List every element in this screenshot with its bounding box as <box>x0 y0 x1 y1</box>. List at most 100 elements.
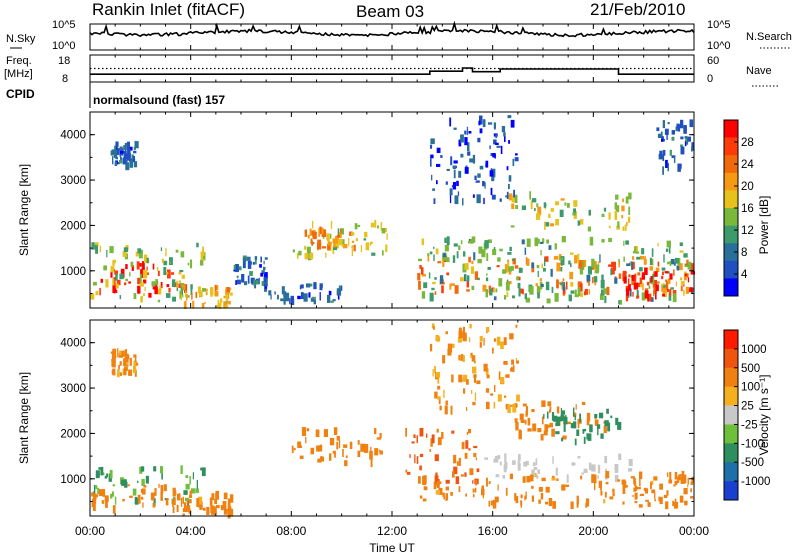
heatmap-cell <box>119 160 122 164</box>
heatmap-cell <box>416 435 418 444</box>
heatmap-cell <box>662 293 665 297</box>
heatmap-cell <box>650 480 654 485</box>
heatmap-cell <box>111 358 115 362</box>
heatmap-cell <box>514 418 518 423</box>
heatmap-cell <box>568 260 571 265</box>
heatmap-cell <box>139 282 144 287</box>
heatmap-cell <box>482 492 484 499</box>
heatmap-cell <box>484 240 489 249</box>
heatmap-cell <box>481 485 484 492</box>
heatmap-cell <box>482 284 487 292</box>
heatmap-cell <box>449 194 452 204</box>
heatmap-cell <box>603 207 607 212</box>
heatmap-cell <box>369 241 372 246</box>
heatmap-cell <box>589 462 592 471</box>
heatmap-cell <box>437 261 442 264</box>
heatmap-cell <box>630 275 633 279</box>
beam-title: Beam 03 <box>356 2 424 21</box>
heatmap-cell <box>360 245 363 252</box>
heatmap-cell <box>298 250 302 256</box>
heatmap-cell <box>123 145 127 151</box>
heatmap-cell <box>460 277 464 282</box>
heatmap-cell <box>451 343 455 348</box>
heatmap-cell <box>429 292 434 302</box>
heatmap-cell <box>465 440 469 449</box>
heatmap-cell <box>486 374 490 379</box>
heatmap-cell <box>101 500 105 504</box>
heatmap-cell <box>427 253 430 262</box>
heatmap-cell <box>509 333 514 340</box>
heatmap-cell <box>570 281 574 287</box>
heatmap-cell <box>458 330 463 339</box>
heatmap-cell <box>167 269 171 279</box>
heatmap-cell <box>499 248 503 252</box>
heatmap-cell <box>545 222 550 227</box>
colorbar-swatch <box>724 330 738 350</box>
heatmap-cell <box>469 158 474 163</box>
heatmap-cell <box>431 434 435 444</box>
heatmap-cell <box>679 250 684 253</box>
heatmap-cell <box>612 492 615 497</box>
heatmap-cell <box>450 492 453 496</box>
heatmap-cell <box>574 289 577 295</box>
colorbar-tick-label: 1000 <box>741 344 767 356</box>
heatmap-cell <box>546 239 549 244</box>
heatmap-cell <box>500 145 503 154</box>
heatmap-cell <box>512 365 515 373</box>
heatmap-cell <box>113 149 118 158</box>
nave-tick-low: 0 <box>707 73 713 85</box>
heatmap-cell <box>453 169 456 179</box>
heatmap-cell <box>371 252 376 256</box>
heatmap-cell <box>163 260 168 266</box>
heatmap-cell <box>472 154 476 164</box>
heatmap-cell <box>442 492 445 497</box>
heatmap-cell <box>95 245 98 254</box>
heatmap-cell <box>97 487 100 495</box>
heatmap-cell <box>236 275 239 279</box>
heatmap-cell <box>586 274 591 282</box>
heatmap-cell <box>421 273 426 277</box>
heatmap-cell <box>586 433 589 440</box>
heatmap-cell <box>559 209 564 217</box>
x-tick-label: 12:00 <box>377 524 407 538</box>
heatmap-cell <box>112 505 116 514</box>
heatmap-cell <box>328 290 332 296</box>
heatmap-cell <box>672 290 677 296</box>
heatmap-cell <box>553 256 559 260</box>
heatmap-cell <box>640 255 645 260</box>
heatmap-cell <box>645 499 649 502</box>
heatmap-cell <box>540 492 544 500</box>
heatmap-cell <box>238 266 242 271</box>
heatmap-cell <box>293 448 296 451</box>
heatmap-cell <box>551 428 555 437</box>
heatmap-cell <box>493 458 497 463</box>
heatmap-cell <box>303 293 308 302</box>
heatmap-cell <box>457 191 460 196</box>
heatmap-cell <box>93 491 96 496</box>
heatmap-cell <box>582 430 585 434</box>
heatmap-cell <box>351 245 354 249</box>
heatmap-cell <box>606 408 609 414</box>
heatmap-cell <box>304 245 307 250</box>
heatmap-cell <box>211 512 213 516</box>
heatmap-cell <box>541 400 546 407</box>
heatmap-cell <box>457 337 462 343</box>
heatmap-cell <box>124 282 127 286</box>
heatmap-cell <box>310 447 315 455</box>
heatmap-cell <box>634 481 637 487</box>
heatmap-cell <box>196 498 200 507</box>
heatmap-cell <box>190 259 193 269</box>
heatmap-cell <box>160 485 164 494</box>
heatmap-cell <box>575 404 577 410</box>
heatmap-cell <box>315 429 320 438</box>
cpid-label: CPID <box>6 87 35 101</box>
heatmap-cell <box>609 496 614 500</box>
heatmap-cell <box>540 249 542 256</box>
heatmap-cell <box>129 146 133 151</box>
heatmap-cell <box>636 295 640 299</box>
heatmap-cell <box>306 283 311 288</box>
heatmap-cell <box>667 261 670 265</box>
heatmap-cell <box>202 246 204 254</box>
heatmap-cell <box>198 496 203 505</box>
heatmap-cell <box>515 153 518 156</box>
